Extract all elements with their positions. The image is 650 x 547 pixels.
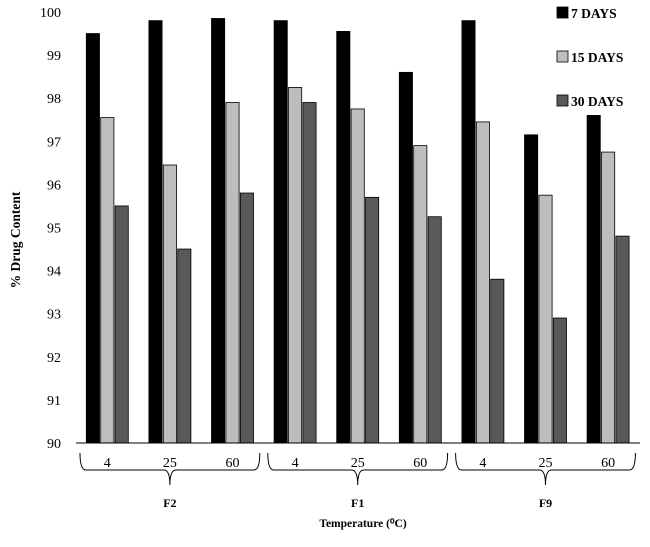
x-category-label: 4 bbox=[292, 456, 299, 471]
bar-15-days bbox=[601, 151, 616, 444]
bar-7-days bbox=[524, 134, 539, 444]
legend-swatch bbox=[556, 94, 569, 107]
group-brace bbox=[267, 452, 449, 486]
bar-15-days bbox=[225, 102, 240, 444]
bar-7-days bbox=[586, 115, 601, 444]
bar-30-days bbox=[552, 317, 567, 444]
x-axis-group-labels: F2 F1 F9 bbox=[163, 496, 552, 510]
x-category-label: 25 bbox=[539, 456, 553, 471]
bar-30-days bbox=[490, 278, 505, 444]
bar-15-days bbox=[162, 164, 177, 444]
y-axis-title: % Drug Content bbox=[8, 191, 23, 288]
bar-30-days bbox=[177, 248, 192, 444]
x-category-label: 4 bbox=[479, 456, 486, 471]
group-brace bbox=[455, 452, 636, 486]
y-tick-label: 94 bbox=[47, 265, 61, 280]
legend: 7 DAYS 15 DAYS 30 DAYS bbox=[556, 6, 623, 109]
x-category-label: 25 bbox=[351, 456, 365, 471]
y-tick-label: 99 bbox=[47, 49, 61, 64]
y-tick-label: 92 bbox=[47, 351, 61, 366]
bar-15-days bbox=[538, 194, 553, 444]
bar-15-days bbox=[350, 108, 365, 444]
y-tick-label: 95 bbox=[47, 222, 61, 237]
bar-30-days bbox=[239, 192, 254, 444]
bar-15-days bbox=[475, 121, 490, 444]
bar-7-days bbox=[85, 33, 100, 444]
bars bbox=[85, 18, 630, 444]
x-axis-category-labels: 4 25 60 4 25 60 4 25 60 bbox=[104, 456, 615, 471]
x-category-label: 25 bbox=[163, 456, 177, 471]
y-axis-ticks: 90 91 92 93 94 95 96 97 98 99 100 bbox=[40, 6, 61, 452]
bar-7-days bbox=[461, 20, 476, 444]
x-category-label: 4 bbox=[104, 456, 111, 471]
bar-7-days bbox=[273, 20, 288, 444]
y-tick-label: 91 bbox=[47, 394, 61, 409]
x-category-label: 60 bbox=[226, 456, 240, 471]
y-tick-label: 96 bbox=[47, 178, 61, 193]
bar-30-days bbox=[302, 102, 317, 444]
legend-label: 30 DAYS bbox=[571, 94, 623, 109]
group-label: F2 bbox=[163, 496, 176, 510]
bar-30-days bbox=[365, 196, 380, 444]
bar-7-days bbox=[398, 71, 413, 444]
y-tick-label: 93 bbox=[47, 308, 61, 323]
legend-label: 7 DAYS bbox=[571, 6, 617, 21]
x-axis-title: Temperature (⁰C) bbox=[319, 517, 406, 530]
bar-30-days bbox=[114, 205, 129, 444]
bar-15-days bbox=[288, 87, 303, 444]
group-braces bbox=[79, 452, 636, 486]
x-category-label: 60 bbox=[413, 456, 427, 471]
bar-30-days bbox=[427, 216, 442, 444]
y-tick-label: 98 bbox=[47, 92, 61, 107]
x-category-label: 60 bbox=[601, 456, 615, 471]
bar-7-days bbox=[211, 18, 226, 444]
bar-15-days bbox=[413, 145, 428, 444]
group-label: F1 bbox=[351, 496, 364, 510]
legend-swatch bbox=[556, 50, 569, 63]
legend-swatch bbox=[556, 6, 569, 19]
bar-7-days bbox=[336, 30, 351, 444]
bar-15-days bbox=[100, 117, 115, 444]
y-tick-label: 90 bbox=[47, 437, 61, 452]
y-tick-label: 97 bbox=[47, 135, 61, 150]
bar-30-days bbox=[615, 235, 630, 444]
bar-7-days bbox=[148, 20, 163, 444]
legend-label: 15 DAYS bbox=[571, 50, 623, 65]
y-tick-label: 100 bbox=[40, 6, 61, 21]
group-brace bbox=[79, 452, 261, 486]
group-label: F9 bbox=[539, 496, 552, 510]
